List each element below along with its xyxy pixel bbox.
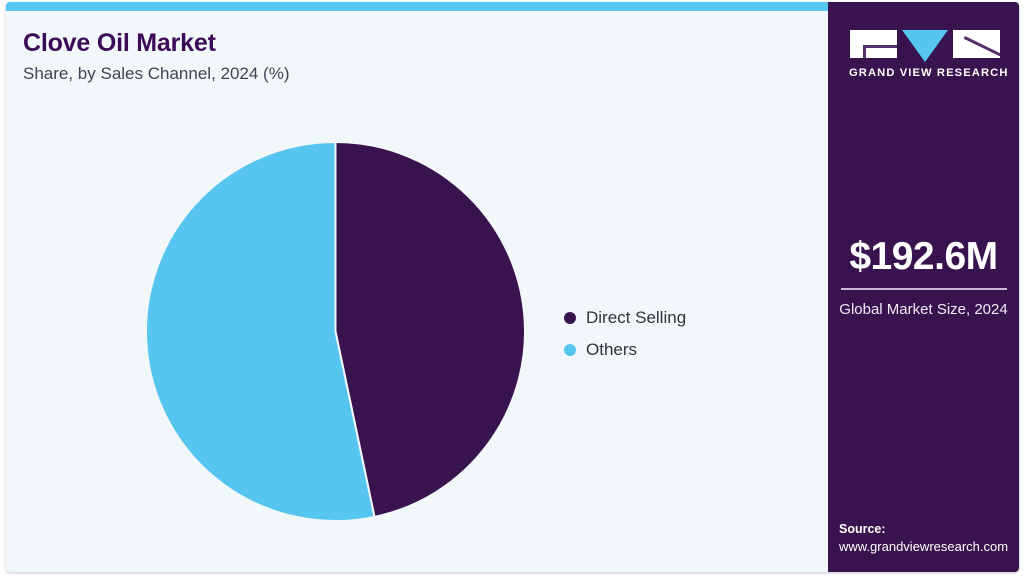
pie-chart [146, 142, 525, 521]
market-size-stat: $192.6M Global Market Size, 2024 [838, 234, 1009, 320]
logo-v-triangle-icon [902, 30, 948, 62]
logo-wordmark: GRAND VIEW RESEARCH [849, 67, 1009, 79]
stat-divider [840, 288, 1007, 290]
pie-slice-direct-selling[interactable] [334, 142, 525, 519]
legend-swatch-icon [564, 344, 576, 356]
legend-swatch-icon [564, 312, 576, 324]
source-title: Source: [839, 522, 886, 536]
legend-item-others[interactable]: Others [564, 334, 686, 366]
top-accent-bar [6, 2, 1019, 11]
legend: Direct Selling Others [564, 302, 686, 366]
logo-g-icon [850, 30, 897, 58]
logo-marks [849, 30, 1001, 62]
source-block: Source: www.grandviewresearch.com [839, 521, 1019, 556]
pie-chart-svg [146, 142, 525, 521]
legend-label: Others [586, 340, 638, 359]
legend-label: Direct Selling [586, 308, 687, 327]
market-size-label: Global Market Size, 2024 [839, 301, 1008, 318]
page-subtitle: Share, by Sales Channel, 2024 (%) [23, 64, 290, 83]
pie-slice-others[interactable] [146, 142, 376, 521]
chart-card: Clove Oil Market Share, by Sales Channel… [6, 2, 1019, 572]
logo-r-icon [953, 30, 1000, 58]
source-url[interactable]: www.grandviewresearch.com [839, 539, 1009, 554]
pie-slices [146, 142, 525, 521]
header: Clove Oil Market Share, by Sales Channel… [23, 28, 723, 85]
grand-view-research-logo: GRAND VIEW RESEARCH [849, 30, 1009, 79]
brand-panel: GRAND VIEW RESEARCH $192.6M Global Marke… [828, 2, 1019, 572]
page-title: Clove Oil Market [23, 29, 216, 57]
market-size-value: $192.6M [849, 235, 998, 278]
legend-item-direct-selling[interactable]: Direct Selling [564, 302, 686, 334]
